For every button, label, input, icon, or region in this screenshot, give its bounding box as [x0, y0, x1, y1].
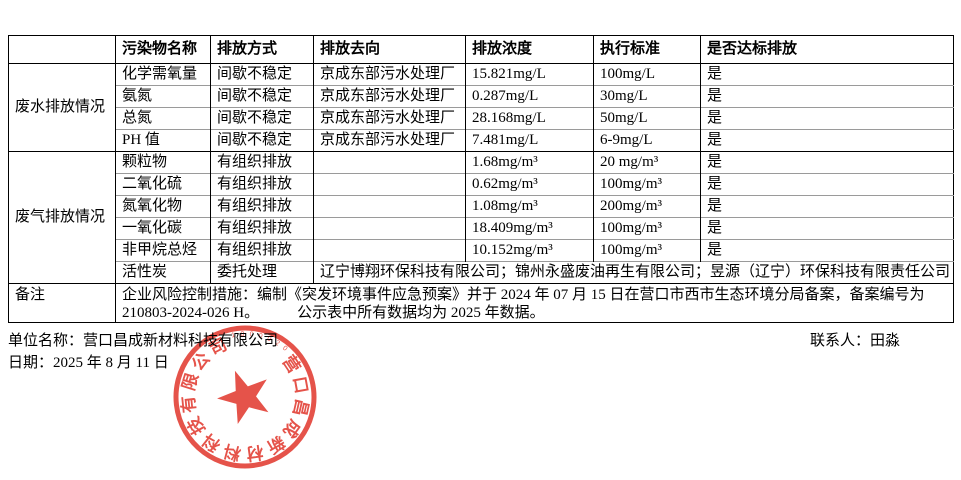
cell-destination [313, 151, 466, 174]
cell-pollutant: 颗粒物 [115, 151, 211, 174]
cell-standard: 100mg/L [593, 63, 701, 86]
col-header-pollutant: 污染物名称 [115, 35, 211, 64]
cell-compliant: 是 [700, 217, 954, 240]
remark-label: 备注 [8, 283, 116, 323]
cell-pollutant: PH 值 [115, 129, 211, 152]
cell-concentration: 10.152mg/m³ [465, 239, 594, 262]
cell-pollutant: 一氧化碳 [115, 217, 211, 240]
cell-destination [313, 173, 466, 196]
row-group-exhaust-gas: 废气排放情况 [8, 151, 116, 284]
contact-person: 联系人：田淼 [809, 333, 900, 349]
cell-mode: 有组织排放 [210, 151, 314, 174]
emissions-table: 污染物名称 排放方式 排放去向 排放浓度 执行标准 是否达标排放 废水排放情况 … [8, 35, 954, 323]
cell-compliant: 是 [700, 173, 954, 196]
cell-destination [313, 217, 466, 240]
remark-line1: 企业风险控制措施：编制《突发环境事件应急预案》并于 2024 年 07 月 15… [122, 287, 925, 303]
footer: 单位名称：营口昌成新材料科技有限公司 联系人：田淼 日期：2025 年 8 月 … [8, 329, 953, 372]
table-row: 总氮 间歇不稳定 京成东部污水处理厂 28.168mg/L 50mg/L 是 [9, 107, 954, 130]
cell-mode: 有组织排放 [210, 195, 314, 218]
cell-concentration: 28.168mg/L [465, 107, 594, 130]
corner-cell [8, 35, 116, 64]
cell-destination [313, 195, 466, 218]
remark-data-note: 公示表中所有数据均为 2025 年数据。 [297, 305, 545, 321]
cell-compliant: 是 [700, 195, 954, 218]
cell-destination: 京成东部污水处理厂 [313, 129, 466, 152]
table-row: 氮氧化物 有组织排放 1.08mg/m³ 200mg/m³ 是 [9, 195, 954, 218]
cell-pollutant: 二氧化硫 [115, 173, 211, 196]
table-row: 二氧化硫 有组织排放 0.62mg/m³ 100mg/m³ 是 [9, 173, 954, 196]
col-header-mode: 排放方式 [210, 35, 314, 64]
remark-line2: 210803-2024-026 H。 公示表中所有数据均为 2025 年数据。 [122, 304, 953, 322]
cell-destination: 京成东部污水处理厂 [313, 107, 466, 130]
cell-compliant: 是 [700, 129, 954, 152]
cell-mode: 委托处理 [210, 261, 314, 284]
cell-standard: 100mg/m³ [593, 173, 701, 196]
cell-standard: 200mg/m³ [593, 195, 701, 218]
row-group-wastewater: 废水排放情况 [8, 63, 116, 152]
cell-compliant: 是 [700, 151, 954, 174]
cell-concentration: 0.62mg/m³ [465, 173, 594, 196]
cell-disposal-companies: 辽宁博翔环保科技有限公司；锦州永盛废油再生有限公司；昱源（辽宁）环保科技有限责任… [313, 261, 954, 284]
cell-compliant: 是 [700, 107, 954, 130]
footer-line1: 单位名称：营口昌成新材料科技有限公司 联系人：田淼 [8, 329, 953, 350]
cell-concentration: 18.409mg/m³ [465, 217, 594, 240]
cell-destination: 京成东部污水处理厂 [313, 63, 466, 86]
cell-concentration: 0.287mg/L [465, 85, 594, 108]
report-date: 日期：2025 年 8 月 11 日 [8, 355, 169, 371]
cell-pollutant: 氮氧化物 [115, 195, 211, 218]
col-header-destination: 排放去向 [313, 35, 466, 64]
cell-standard: 20 mg/m³ [593, 151, 701, 174]
cell-mode: 有组织排放 [210, 239, 314, 262]
star-icon [217, 370, 269, 425]
col-header-compliant: 是否达标排放 [700, 35, 954, 64]
cell-destination: 京成东部污水处理厂 [313, 85, 466, 108]
cell-compliant: 是 [700, 85, 954, 108]
cell-pollutant: 总氮 [115, 107, 211, 130]
col-header-concentration: 排放浓度 [465, 35, 594, 64]
table-row: 氨氮 间歇不稳定 京成东部污水处理厂 0.287mg/L 30mg/L 是 [9, 85, 954, 108]
cell-compliant: 是 [700, 239, 954, 262]
table-row: 活性炭 委托处理 辽宁博翔环保科技有限公司；锦州永盛废油再生有限公司；昱源（辽宁… [9, 261, 954, 284]
table-header-row: 污染物名称 排放方式 排放去向 排放浓度 执行标准 是否达标排放 [8, 35, 954, 64]
table-row: 废水排放情况 化学需氧量 间歇不稳定 京成东部污水处理厂 15.821mg/L … [8, 63, 954, 152]
cell-standard: 30mg/L [593, 85, 701, 108]
cell-mode: 有组织排放 [210, 217, 314, 240]
cell-compliant: 是 [700, 63, 954, 86]
cell-concentration: 7.481mg/L [465, 129, 594, 152]
cell-pollutant: 活性炭 [115, 261, 211, 284]
cell-standard: 100mg/m³ [593, 217, 701, 240]
cell-standard: 100mg/m³ [593, 239, 701, 262]
cell-mode: 间歇不稳定 [210, 107, 314, 130]
cell-destination [313, 239, 466, 262]
company-seal: 营口昌成新材料科技有限公司 1 0 0 0 0 2 0 [170, 322, 320, 472]
cell-concentration: 1.68mg/m³ [465, 151, 594, 174]
remark-row: 备注 企业风险控制措施：编制《突发环境事件应急预案》并于 2024 年 07 月… [8, 283, 954, 323]
col-header-standard: 执行标准 [593, 35, 701, 64]
cell-pollutant: 化学需氧量 [115, 63, 211, 86]
cell-concentration: 1.08mg/m³ [465, 195, 594, 218]
remark-filing-number: 210803-2024-026 H。 [122, 305, 260, 321]
table-row: PH 值 间歇不稳定 京成东部污水处理厂 7.481mg/L 6-9mg/L 是 [9, 129, 954, 152]
cell-standard: 6-9mg/L [593, 129, 701, 152]
seal-ring [173, 325, 317, 469]
cell-mode: 间歇不稳定 [210, 85, 314, 108]
cell-concentration: 15.821mg/L [465, 63, 594, 86]
cell-standard: 50mg/L [593, 107, 701, 130]
cell-mode: 有组织排放 [210, 173, 314, 196]
cell-mode: 间歇不稳定 [210, 129, 314, 152]
remark-content: 企业风险控制措施：编制《突发环境事件应急预案》并于 2024 年 07 月 15… [115, 283, 954, 323]
table-row: 一氧化碳 有组织排放 18.409mg/m³ 100mg/m³ 是 [9, 217, 954, 240]
cell-mode: 间歇不稳定 [210, 63, 314, 86]
table-row: 非甲烷总烃 有组织排放 10.152mg/m³ 100mg/m³ 是 [9, 239, 954, 262]
cell-pollutant: 非甲烷总烃 [115, 239, 211, 262]
table-row: 废气排放情况 颗粒物 有组织排放 1.68mg/m³ 20 mg/m³ 是 [8, 151, 954, 284]
cell-pollutant: 氨氮 [115, 85, 211, 108]
